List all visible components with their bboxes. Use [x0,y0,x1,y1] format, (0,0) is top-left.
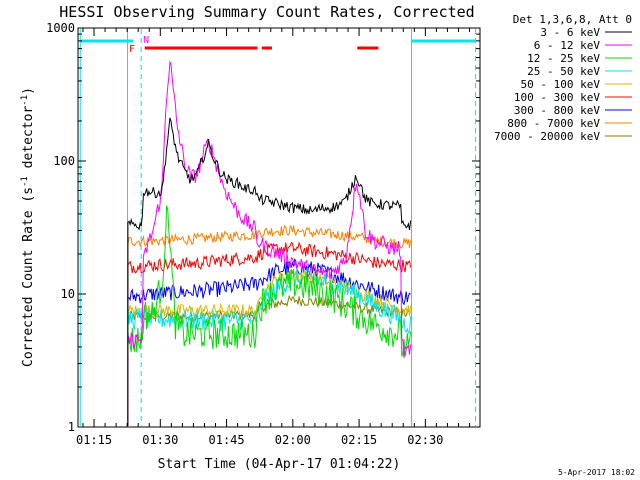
legend-entry-label: 25 - 50 keV [527,65,600,78]
series-line [127,60,412,426]
y-tick-label: 100 [53,154,75,168]
legend-entry-label: 800 - 7000 keV [507,117,600,130]
night-marker-label: N [143,35,149,46]
y-tick-label: 10 [61,287,75,301]
series-line [127,205,412,426]
y-axis-title-main: Corrected Count Rate (s [21,187,36,367]
chart-title: HESSI Observing Summary Count Rates, Cor… [59,3,474,21]
legend-entry-label: 50 - 100 keV [521,78,601,91]
legend-entry-label: 7000 - 20000 keV [494,130,600,143]
legend-entry-label: 100 - 300 keV [514,91,600,104]
series-line [127,258,411,426]
flare-marker-label: F [129,44,135,55]
y-axis-title-sup2: -1 [20,95,30,106]
x-axis-title: Start Time (04-Apr-17 01:04:22) [158,457,401,472]
legend-title: Det 1,3,6,8, Att 0 [513,13,632,26]
x-tick-label: 01:30 [142,433,178,447]
x-tick-label: 02:30 [407,433,443,447]
series-line [127,241,412,426]
series-lines [127,60,412,426]
y-axis-title-sup1: -1 [20,176,30,187]
series-line [127,268,412,426]
y-tick-label: 1000 [46,21,75,35]
plot-timestamp: 5-Apr-2017 18:02 [558,468,635,477]
legend-entry-label: 3 - 6 keV [540,26,600,39]
series-line [127,117,412,426]
legend-entry-label: 12 - 25 keV [527,52,600,65]
x-tick-label: 02:15 [341,433,377,447]
y-axis-title-mid: detector [21,106,36,177]
x-tick-label: 01:15 [76,433,112,447]
x-tick-label: 02:00 [275,433,311,447]
series-line [127,224,412,426]
observing-markers: NF [79,29,477,426]
legend-entry-label: 6 - 12 keV [534,39,601,52]
x-tick-label: 01:45 [209,433,245,447]
y-axis-title: Corrected Count Rate (s-1 detector-1) [20,87,36,367]
y-tick-label: 1 [68,420,75,434]
series-line [127,267,412,426]
axis-ticks: 01:15 01:30 01:45 02:00 02:15 02:30 1 10 100 1000 [46,21,480,447]
y-axis-title-end: ) [21,87,36,95]
plot-frame [77,27,481,428]
legend-entry-label: 300 - 800 keV [514,104,600,117]
